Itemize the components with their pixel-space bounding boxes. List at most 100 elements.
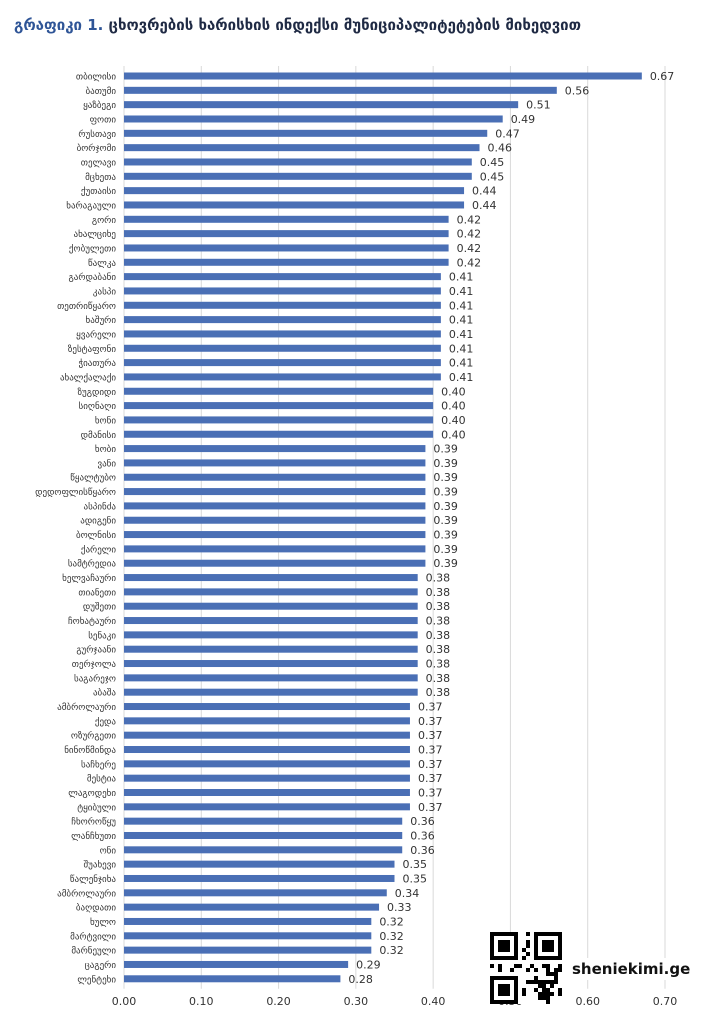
category-label: გორი [92, 215, 116, 226]
value-label: 0.40 [441, 400, 466, 413]
category-label: ადიგენი [80, 516, 116, 527]
value-label: 0.44 [472, 185, 497, 198]
bar [124, 115, 503, 123]
bar [124, 803, 410, 811]
x-tick-label: 0.30 [344, 995, 369, 1008]
bar [124, 201, 465, 209]
category-label: გარდაბანი [69, 272, 117, 283]
value-label: 0.32 [379, 915, 404, 928]
bar [124, 717, 410, 725]
bar [124, 516, 426, 524]
category-label: ოზურგეთი [71, 731, 116, 742]
bar [124, 846, 403, 854]
category-label: დუშეთი [83, 602, 116, 613]
x-tick-label: 0.40 [421, 995, 446, 1008]
value-label: 0.42 [457, 228, 482, 241]
value-label: 0.67 [650, 70, 675, 83]
bar [124, 831, 403, 839]
bar [124, 932, 372, 940]
value-label: 0.38 [426, 600, 451, 613]
bar [124, 330, 441, 338]
value-label: 0.44 [472, 199, 497, 212]
category-label: ლანჩხუთი [71, 831, 116, 842]
category-label: ჭიათურა [78, 358, 116, 369]
category-label: ლენტეხი [77, 974, 116, 985]
category-label: ზესტაფონი [68, 344, 116, 355]
category-label: საგარეჯო [74, 673, 116, 684]
bar [124, 359, 441, 367]
bar [124, 430, 434, 438]
bar [124, 373, 441, 381]
bar [124, 917, 372, 925]
category-label: დმანისი [81, 430, 117, 441]
category-label: ამბროლაური [57, 888, 116, 899]
category-label: ვანი [97, 458, 116, 469]
bar [124, 574, 418, 582]
value-label: 0.41 [449, 285, 474, 298]
value-label: 0.38 [426, 586, 451, 599]
category-label: ამბროლაური [57, 702, 116, 713]
bar [124, 746, 410, 754]
value-label: 0.38 [426, 672, 451, 685]
category-label: ხონი [95, 415, 116, 426]
bar [124, 688, 418, 696]
bar [124, 445, 426, 453]
value-label: 0.41 [449, 357, 474, 370]
value-label: 0.38 [426, 643, 451, 656]
value-label: 0.32 [379, 930, 404, 943]
value-label: 0.28 [348, 973, 373, 986]
category-label: თელავი [81, 158, 117, 168]
category-label: ქარელი [81, 544, 116, 555]
category-label: ქუთაისი [81, 186, 116, 197]
value-label: 0.42 [457, 256, 482, 269]
bar [124, 402, 434, 410]
category-label: ბაღდათი [76, 903, 116, 914]
category-label: კასპი [93, 286, 116, 297]
value-label: 0.29 [356, 958, 381, 971]
bar [124, 975, 341, 983]
value-label: 0.41 [449, 328, 474, 341]
category-label: შუახევი [84, 860, 117, 871]
category-label: ხაშური [86, 315, 117, 326]
bar [124, 860, 395, 868]
bar [124, 874, 395, 882]
bar [124, 789, 410, 796]
bar [124, 760, 410, 768]
category-label: სიღნაღი [79, 401, 117, 412]
category-label: ხელვაჩაური [62, 573, 116, 584]
value-label: 0.32 [379, 944, 404, 957]
value-label: 0.34 [395, 887, 420, 900]
category-label: წალკა [88, 258, 116, 269]
bar [124, 258, 449, 266]
bar [124, 416, 434, 424]
category-label: ბორჯომი [77, 143, 117, 154]
bar [124, 459, 426, 467]
bar [124, 502, 426, 510]
value-label: 0.47 [495, 127, 520, 140]
bar [124, 559, 426, 567]
value-label: 0.41 [449, 299, 474, 312]
value-label: 0.39 [433, 457, 458, 470]
bar [124, 531, 426, 539]
category-label: ცაგერი [85, 960, 117, 971]
value-label: 0.40 [441, 414, 466, 427]
category-label: აბაშა [93, 688, 116, 699]
bar [124, 101, 519, 109]
category-label: თეთრიწყარო [57, 301, 116, 312]
value-label: 0.39 [433, 543, 458, 556]
value-label: 0.37 [418, 715, 443, 728]
bar [124, 645, 418, 653]
value-label: 0.38 [426, 658, 451, 671]
category-label: ზუგდიდი [78, 387, 117, 398]
bar [124, 631, 418, 639]
chart-title: გრაფიკი 1. ცხოვრების ხარისხის ინდექსი მუ… [14, 16, 581, 34]
bar [124, 244, 449, 252]
category-label: ახალქალაქი [60, 372, 116, 383]
category-label: მარნეული [71, 946, 116, 957]
bar [124, 287, 441, 295]
bar [124, 86, 557, 94]
bar [124, 129, 488, 137]
category-label: ახალციხე [74, 229, 117, 240]
value-label: 0.35 [403, 872, 428, 885]
